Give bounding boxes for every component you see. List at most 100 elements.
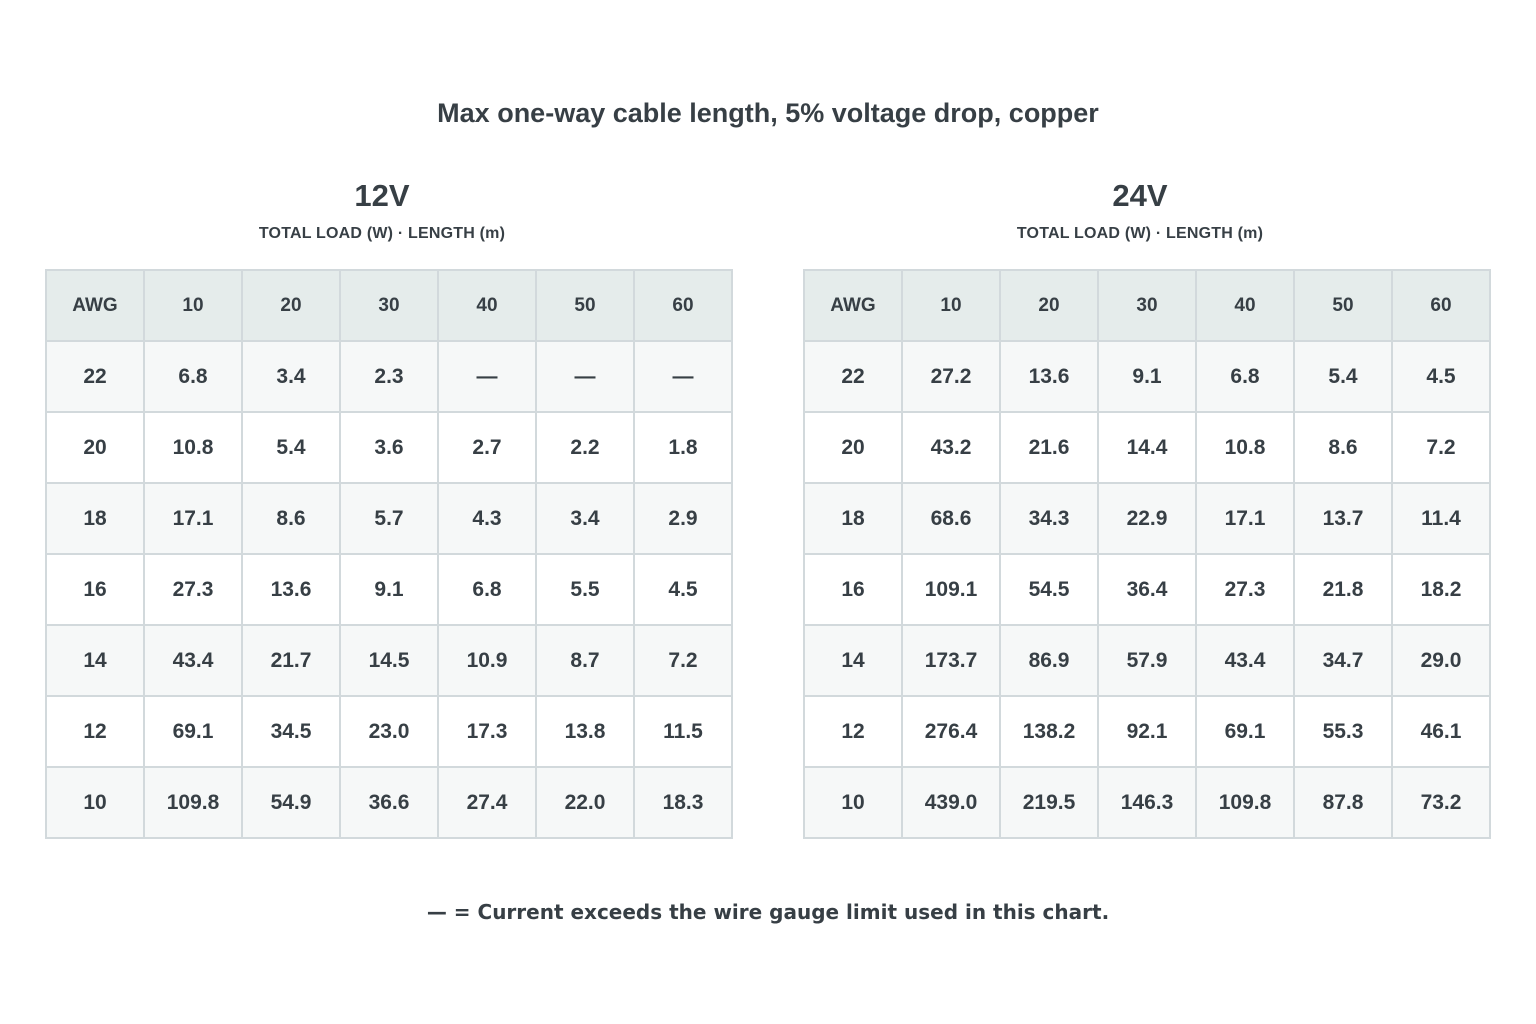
table-row: 20 43.2 21.6 14.4 10.8 8.6 7.2: [803, 411, 1491, 484]
length-cell: 10.8: [143, 411, 243, 484]
table-body: 22 27.2 13.6 9.1 6.8 5.4 4.5 20 43.2 21.6 14.4 10.8…: [803, 340, 1491, 839]
length-cell: 219.5: [999, 766, 1099, 839]
length-cell: 14.5: [339, 624, 439, 697]
table-row: 16 109.1 54.5 36.4 27.3 21.8 18.2: [803, 553, 1491, 626]
length-cell: 5.4: [241, 411, 341, 484]
length-cell: 73.2: [1391, 766, 1491, 839]
table-row: 12 276.4 138.2 92.1 69.1 55.3 46.1: [803, 695, 1491, 768]
length-cell: 146.3: [1097, 766, 1197, 839]
length-cell: 109.8: [143, 766, 243, 839]
panel-subtitle: TOTAL LOAD (W) · LENGTH (m): [1016, 225, 1264, 242]
column-header-load: 40: [437, 269, 537, 342]
table-panel-12v: 12V TOTAL LOAD (W) · LENGTH (m) AWG 10 20 3…: [45, 170, 733, 839]
length-cell: 6.8: [1195, 340, 1295, 413]
length-cell: 43.2: [901, 411, 1001, 484]
awg-cell: 18: [803, 482, 903, 555]
length-cell: 18.2: [1391, 553, 1491, 626]
length-cell: 86.9: [999, 624, 1099, 697]
panel-title: 24V: [1112, 178, 1168, 213]
length-cell: 14.4: [1097, 411, 1197, 484]
length-cell: 21.6: [999, 411, 1099, 484]
length-cell: 17.3: [437, 695, 537, 768]
awg-cell: 20: [803, 411, 903, 484]
length-cell: —: [633, 340, 733, 413]
length-cell: 27.3: [1195, 553, 1295, 626]
length-cell: 92.1: [1097, 695, 1197, 768]
length-cell: 138.2: [999, 695, 1099, 768]
length-cell: 21.7: [241, 624, 341, 697]
length-cell: 21.8: [1293, 553, 1393, 626]
length-cell: 6.8: [437, 553, 537, 626]
length-cell: 2.9: [633, 482, 733, 555]
length-cell: 109.8: [1195, 766, 1295, 839]
chart-title: Max one-way cable length, 5% voltage dro…: [437, 98, 1099, 128]
awg-cell: 10: [45, 766, 145, 839]
length-cell: 13.6: [999, 340, 1099, 413]
length-cell: 5.4: [1293, 340, 1393, 413]
length-cell: 69.1: [1195, 695, 1295, 768]
length-cell: 3.6: [339, 411, 439, 484]
length-cell: 8.6: [241, 482, 341, 555]
length-cell: 4.5: [1391, 340, 1491, 413]
length-cell: 3.4: [241, 340, 341, 413]
length-cell: 23.0: [339, 695, 439, 768]
length-cell: 55.3: [1293, 695, 1393, 768]
table-body: 22 6.8 3.4 2.3— — —20 10.8 5.4 3.6 2.7 2.2 1.8 18 17.…: [45, 340, 733, 839]
length-cell: 109.1: [901, 553, 1001, 626]
length-cell: 54.5: [999, 553, 1099, 626]
length-cell: 276.4: [901, 695, 1001, 768]
column-header-load: 50: [535, 269, 635, 342]
column-header-awg: AWG: [45, 269, 145, 342]
length-cell: 6.8: [143, 340, 243, 413]
column-header-load: 20: [241, 269, 341, 342]
length-cell: 87.8: [1293, 766, 1393, 839]
column-header-load: 30: [339, 269, 439, 342]
table-panel-24v: 24V TOTAL LOAD (W) · LENGTH (m) AWG 10 20 3…: [803, 170, 1491, 839]
length-cell: 22.9: [1097, 482, 1197, 555]
length-cell: 11.5: [633, 695, 733, 768]
awg-cell: 14: [45, 624, 145, 697]
table-row: 16 27.3 13.6 9.1 6.8 5.5 4.5: [45, 553, 733, 626]
length-cell: 27.2: [901, 340, 1001, 413]
length-cell: 9.1: [1097, 340, 1197, 413]
column-header-load: 10: [143, 269, 243, 342]
panel-title: 12V: [354, 178, 410, 213]
length-cell: 9.1: [339, 553, 439, 626]
length-cell: 13.8: [535, 695, 635, 768]
column-header-load: 10: [901, 269, 1001, 342]
length-cell: 68.6: [901, 482, 1001, 555]
table-row: 22 6.8 3.4 2.3— — —: [45, 340, 733, 413]
length-cell: 13.7: [1293, 482, 1393, 555]
length-cell: 36.4: [1097, 553, 1197, 626]
length-cell: 43.4: [143, 624, 243, 697]
length-cell: 11.4: [1391, 482, 1491, 555]
data-table-24v: AWG 10 20 30 40 50 60 22 27.2 13.6 9.1 6.8 5.4 4.5 20…: [803, 269, 1491, 839]
length-cell: 1.8: [633, 411, 733, 484]
awg-cell: 16: [803, 553, 903, 626]
table-row: 12 69.1 34.5 23.0 17.3 13.8 11.5: [45, 695, 733, 768]
column-header-load: 30: [1097, 269, 1197, 342]
table-row: 10 109.8 54.9 36.6 27.4 22.0 18.3: [45, 766, 733, 839]
length-cell: 18.3: [633, 766, 733, 839]
table-row: 14 173.7 86.9 57.9 43.4 34.7 29.0: [803, 624, 1491, 697]
table-row: 18 17.1 8.6 5.7 4.3 3.4 2.9: [45, 482, 733, 555]
table-row: 20 10.8 5.4 3.6 2.7 2.2 1.8: [45, 411, 733, 484]
length-cell: 10.8: [1195, 411, 1295, 484]
awg-cell: 16: [45, 553, 145, 626]
length-cell: 54.9: [241, 766, 341, 839]
length-cell: 5.5: [535, 553, 635, 626]
length-cell: 34.5: [241, 695, 341, 768]
column-header-load: 50: [1293, 269, 1393, 342]
data-table-12v: AWG 10 20 30 40 50 60 22 6.8 3.4 2.3— — —20 10.8 5.4 3…: [45, 269, 733, 839]
awg-cell: 22: [803, 340, 903, 413]
length-cell: 22.0: [535, 766, 635, 839]
awg-cell: 22: [45, 340, 145, 413]
length-cell: 8.6: [1293, 411, 1393, 484]
length-cell: 17.1: [143, 482, 243, 555]
column-header-load: 60: [1391, 269, 1491, 342]
length-cell: 27.3: [143, 553, 243, 626]
awg-cell: 20: [45, 411, 145, 484]
length-cell: 17.1: [1195, 482, 1295, 555]
awg-cell: 10: [803, 766, 903, 839]
column-header-load: 40: [1195, 269, 1295, 342]
